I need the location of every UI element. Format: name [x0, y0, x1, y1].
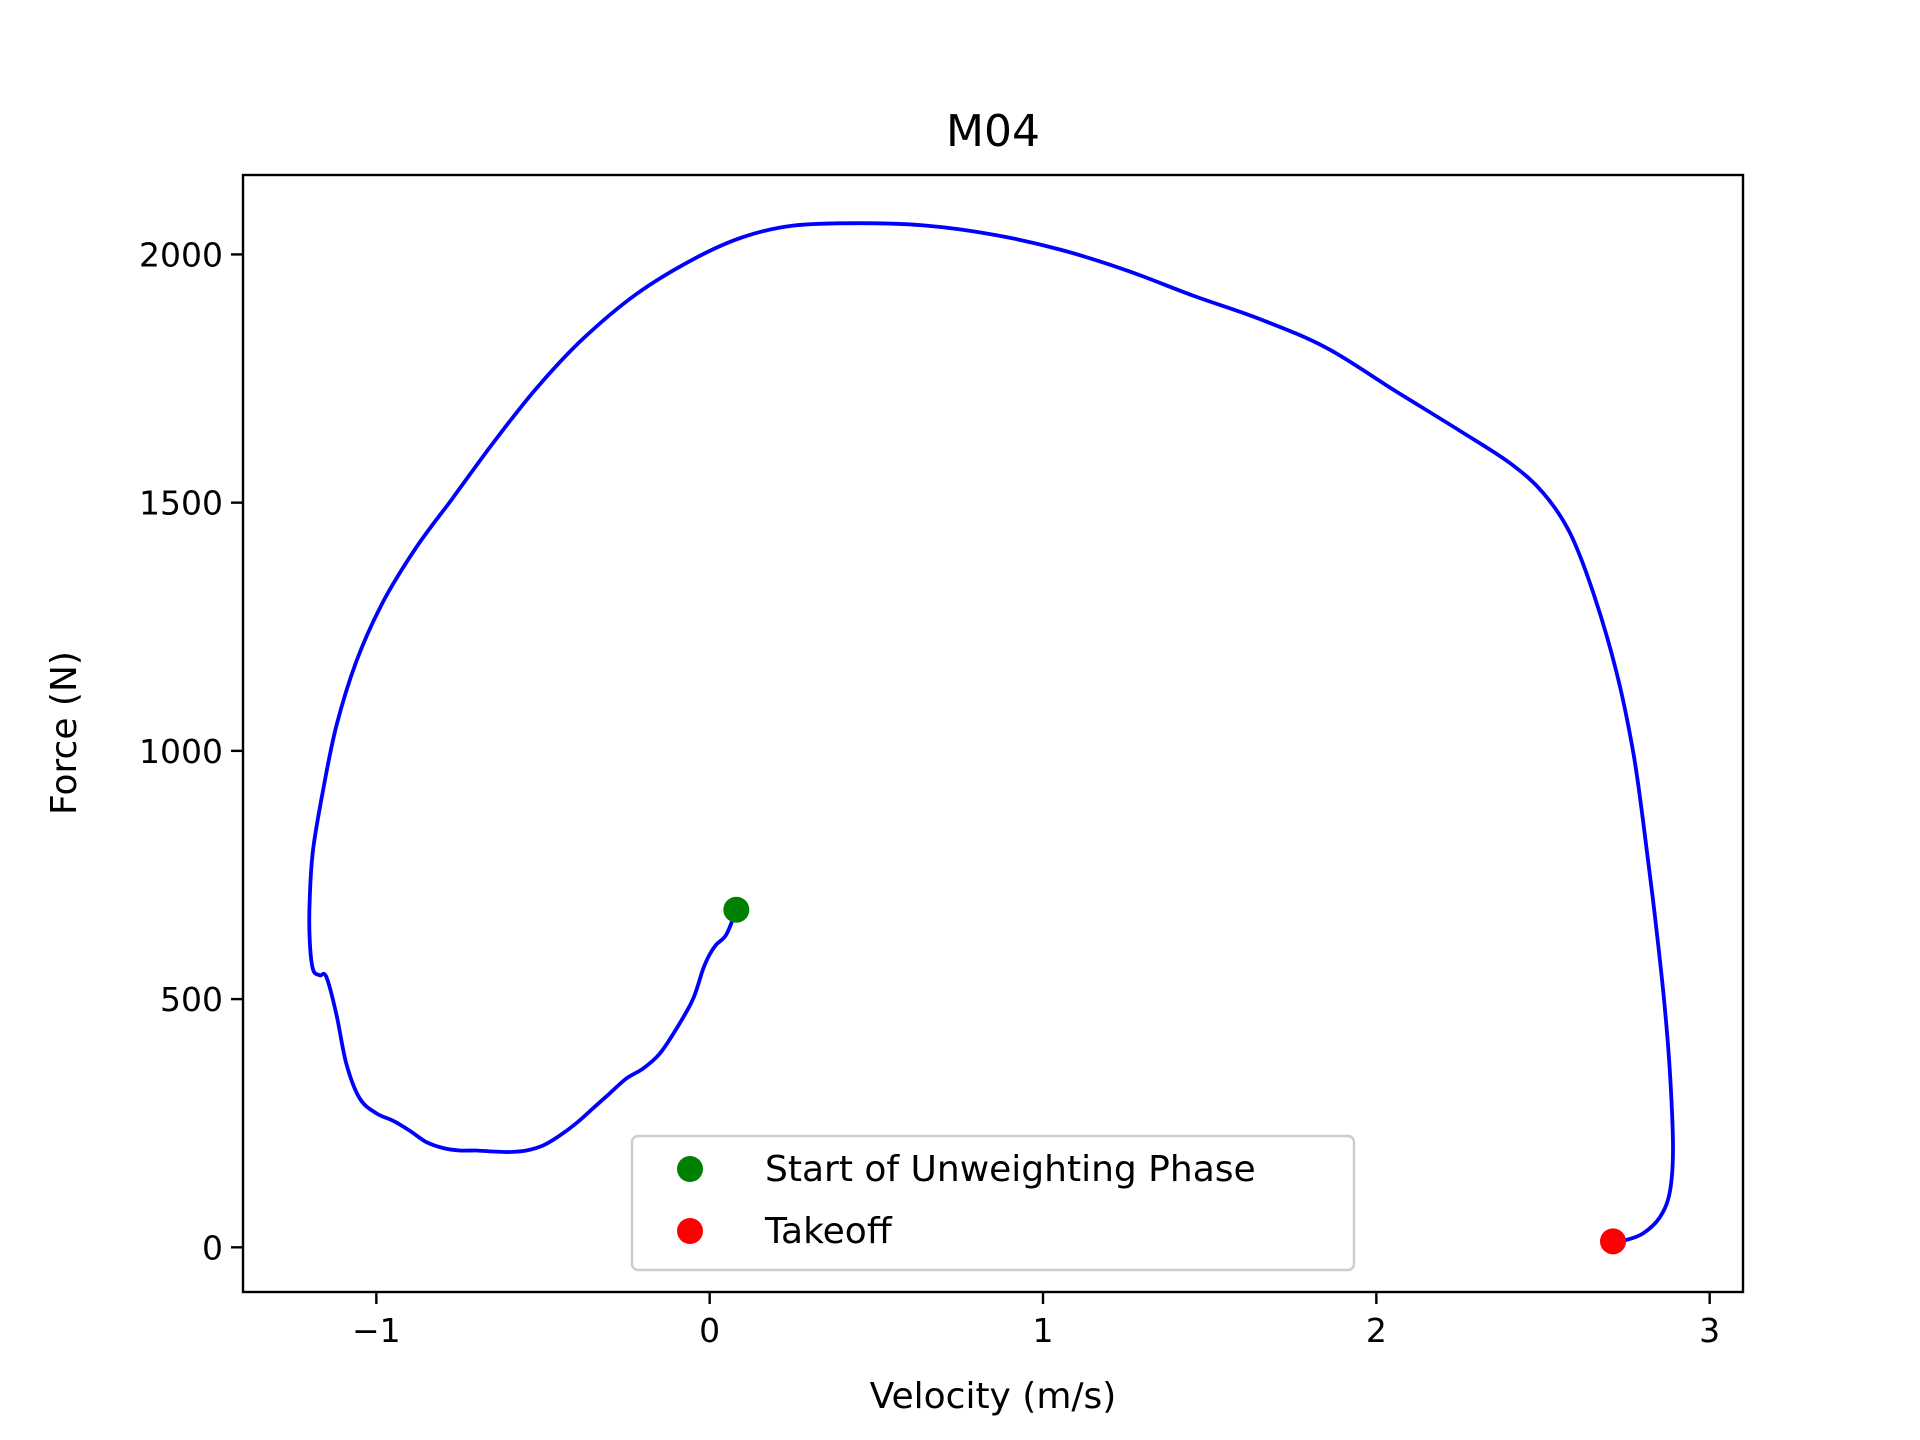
- y-axis-title: Force (N): [44, 651, 85, 815]
- legend-marker-start-of-unweighting: [677, 1156, 703, 1182]
- x-tick-label: −1: [352, 1311, 401, 1350]
- x-axis: −1 0 1 2 3: [352, 1292, 1720, 1350]
- y-tick-label: 500: [160, 980, 223, 1019]
- start-of-unweighting-marker: [723, 896, 750, 923]
- legend-marker-takeoff: [677, 1218, 703, 1244]
- x-tick-label: 0: [699, 1311, 720, 1350]
- x-tick-label: 3: [1699, 1311, 1720, 1350]
- y-tick-label: 1000: [139, 732, 223, 771]
- plot-frame: [241, 173, 1745, 1294]
- x-tick-label: 2: [1366, 1311, 1387, 1350]
- legend-label-start-of-unweighting: Start of Unweighting Phase: [765, 1149, 1256, 1190]
- y-axis: 0 500 1000 1500 2000: [139, 235, 243, 1267]
- x-axis-title: Velocity (m/s): [870, 1376, 1117, 1417]
- series-layer: [307, 221, 1675, 1244]
- takeoff-marker: [1600, 1228, 1626, 1255]
- marker-layer: [723, 896, 1626, 1255]
- x-tick-label: 1: [1033, 1311, 1054, 1350]
- force-velocity-line: [307, 221, 1675, 1244]
- y-tick-label: 1500: [139, 484, 223, 523]
- legend-frame: [630, 1134, 1356, 1272]
- chart-title: M04: [946, 106, 1040, 157]
- y-tick-label: 2000: [139, 235, 223, 274]
- legend: Start of Unweighting Phase Takeoff: [630, 1134, 1356, 1272]
- y-tick-label: 0: [202, 1228, 223, 1267]
- legend-label-takeoff: Takeoff: [764, 1211, 893, 1252]
